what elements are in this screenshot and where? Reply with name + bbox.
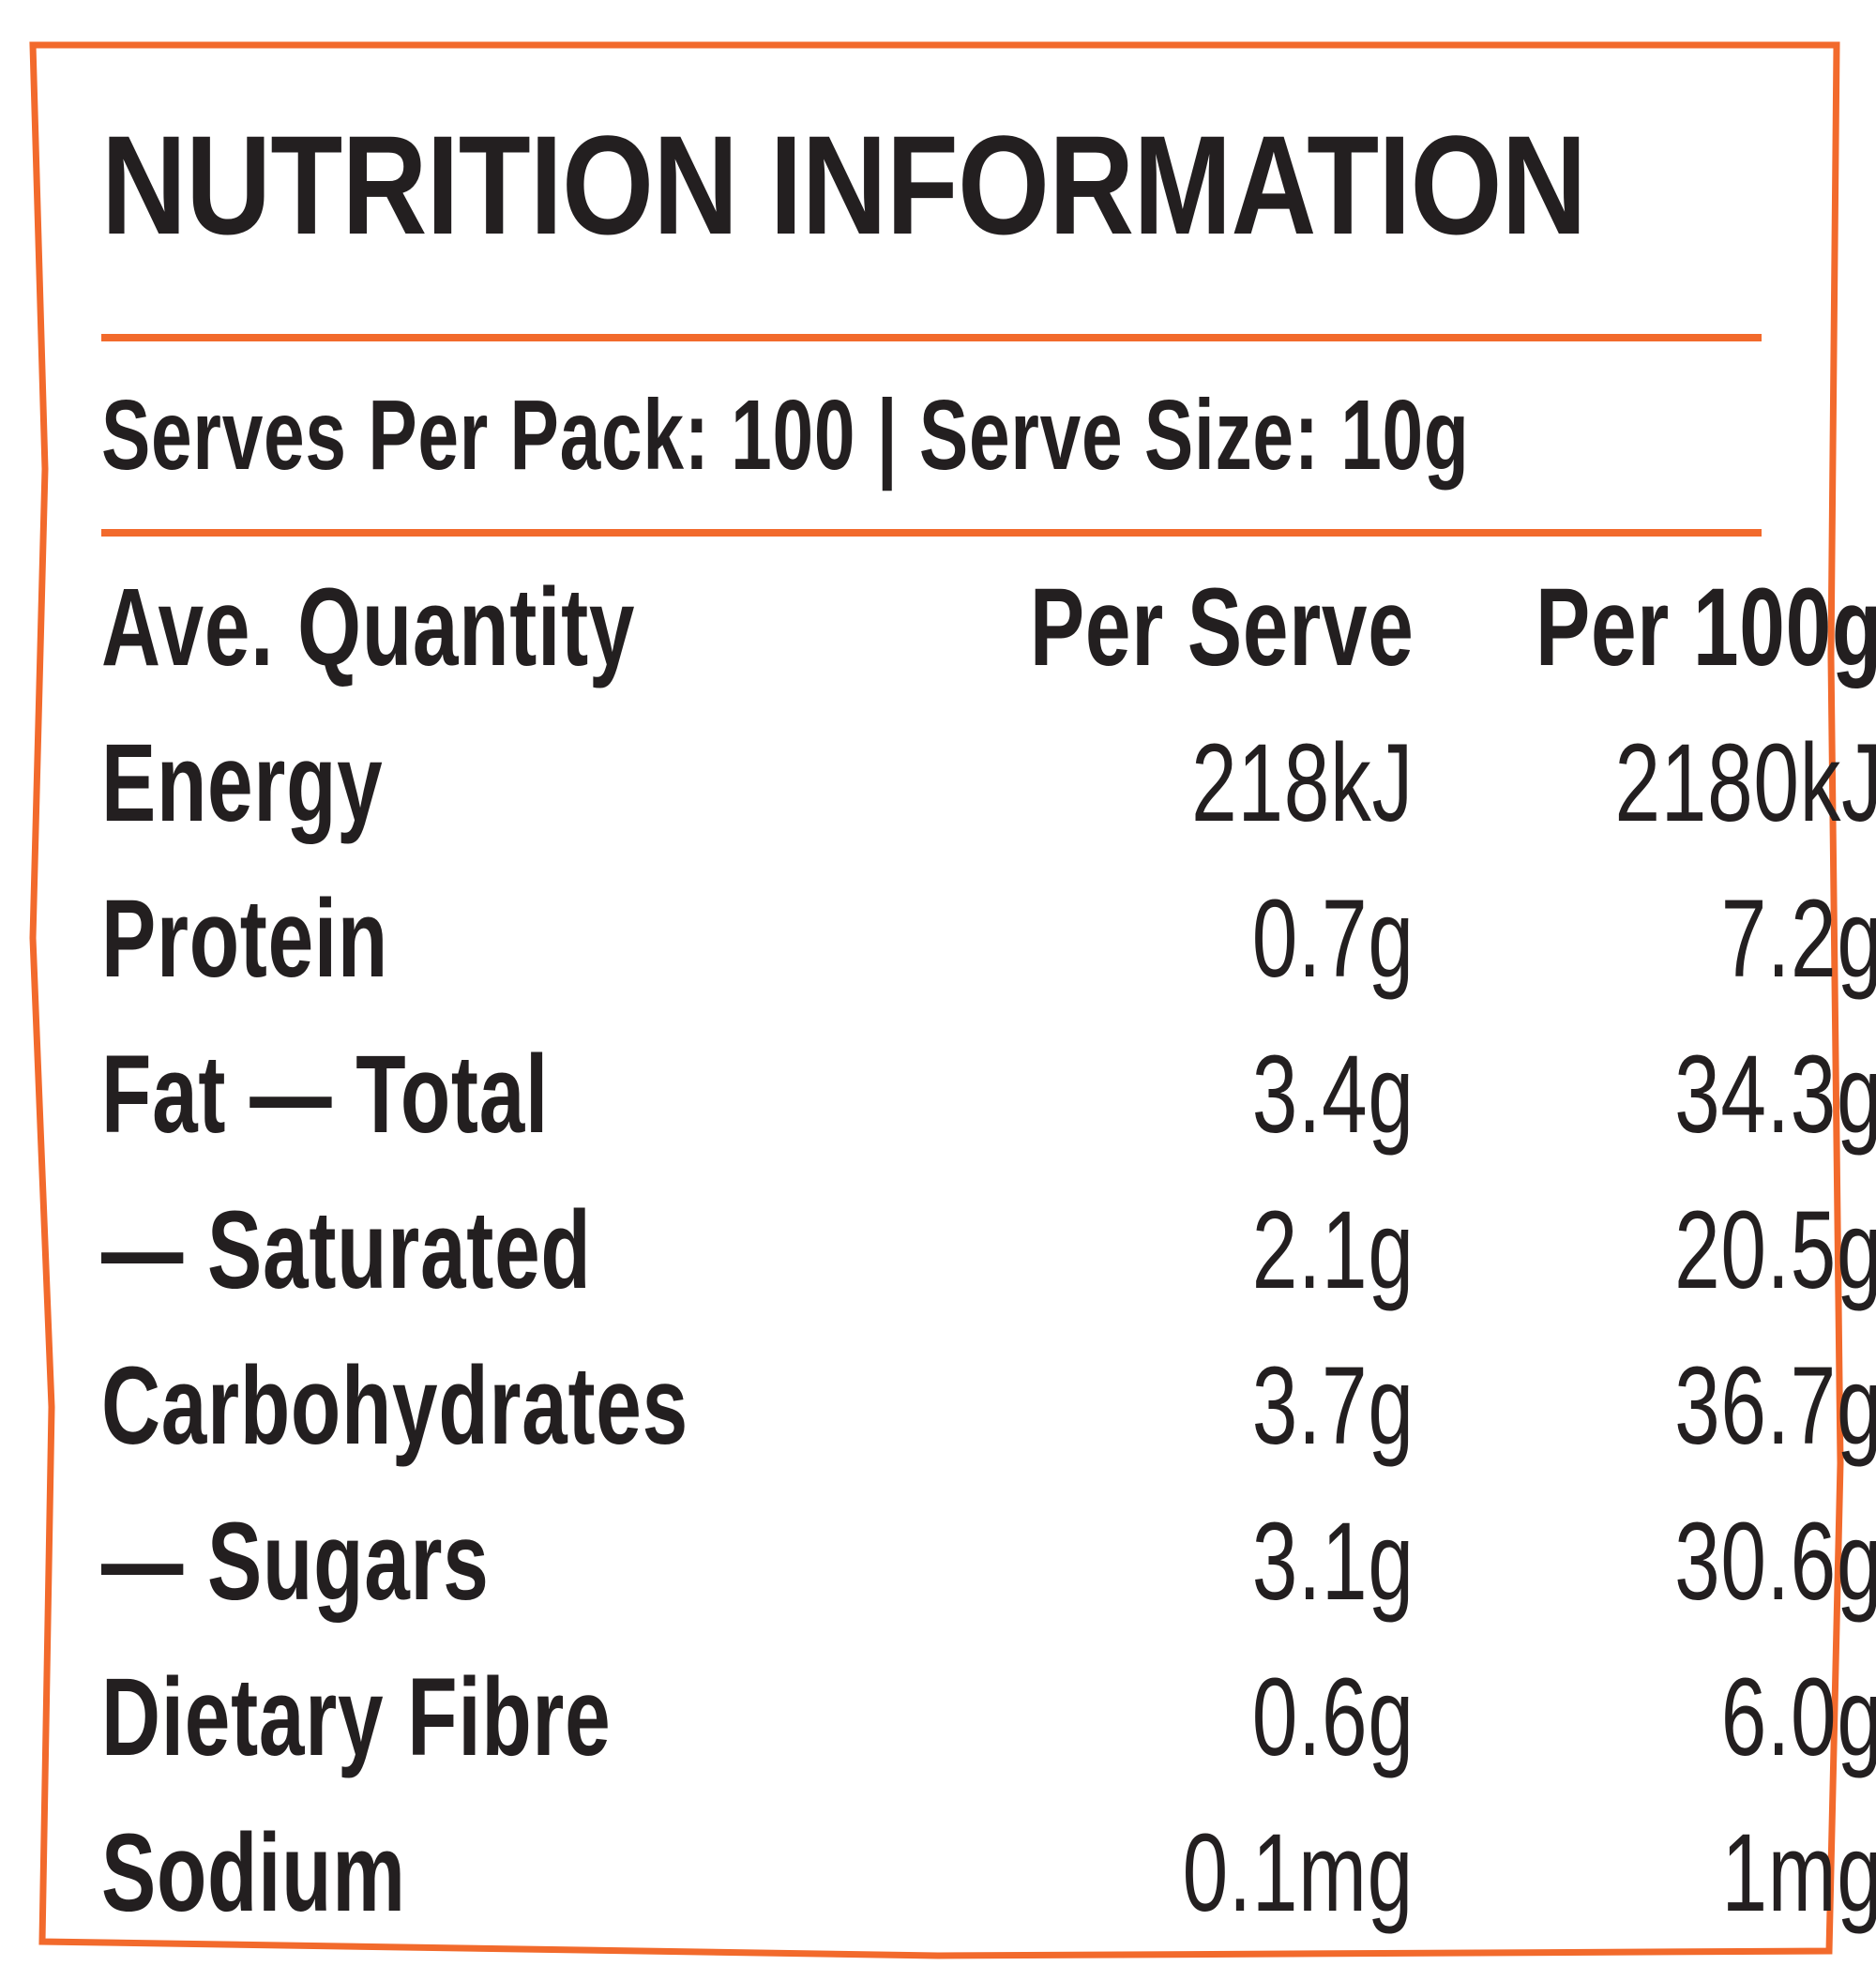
row-per-100g: 36.7g <box>1674 1344 1876 1468</box>
row-per-serve: 3.7g <box>1251 1344 1415 1468</box>
row-label: Dietary Fibre <box>101 1656 612 1779</box>
row-label: — Saturated <box>101 1188 592 1312</box>
table-row: Fat — Total 3.4g 34.3g <box>101 1017 1876 1172</box>
nutrition-table: Ave. Quantity Per Serve Per 100g Energy … <box>101 550 1876 1951</box>
nutrition-title: NUTRITION INFORMATION <box>101 106 1587 264</box>
row-per-100g: 6.0g <box>1720 1656 1876 1779</box>
table-row: Sodium 0.1mg 1mg <box>101 1795 1876 1951</box>
table-header-row: Ave. Quantity Per Serve Per 100g <box>101 550 1876 705</box>
serving-info-text: Serves Per Pack: 100 | Serve Size: 10g <box>101 379 1470 491</box>
row-label: Energy <box>101 721 384 845</box>
nutrition-panel: NUTRITION INFORMATION Serves Per Pack: 1… <box>101 94 1876 1951</box>
row-per-serve: 0.6g <box>1251 1656 1415 1779</box>
table-row: Carbohydrates 3.7g 36.7g <box>101 1328 1876 1484</box>
row-per-100g: 30.6g <box>1674 1500 1876 1624</box>
row-label: Sodium <box>101 1811 406 1935</box>
row-per-100g: 7.2g <box>1720 877 1876 1001</box>
row-per-serve: 3.1g <box>1251 1500 1415 1624</box>
row-label: — Sugars <box>101 1500 490 1624</box>
row-per-serve: 2.1g <box>1251 1188 1415 1312</box>
row-per-100g: 1mg <box>1721 1811 1876 1935</box>
header-quantity: Ave. Quantity <box>101 566 636 689</box>
divider-bottom <box>101 529 1762 537</box>
row-per-100g: 20.5g <box>1674 1188 1876 1312</box>
row-per-100g: 34.3g <box>1674 1033 1876 1157</box>
row-per-100g: 2180kJ <box>1614 721 1876 845</box>
divider-top <box>101 334 1762 341</box>
table-row: Dietary Fibre 0.6g 6.0g <box>101 1640 1876 1795</box>
header-per-100g: Per 100g <box>1536 566 1876 689</box>
row-label: Protein <box>101 877 388 1001</box>
row-per-serve: 0.7g <box>1251 877 1415 1001</box>
row-per-serve: 3.4g <box>1251 1033 1415 1157</box>
row-per-serve: 218kJ <box>1191 721 1415 845</box>
table-row: Energy 218kJ 2180kJ <box>101 705 1876 861</box>
serving-info: Serves Per Pack: 100 | Serve Size: 10g <box>101 341 1762 529</box>
row-label: Carbohydrates <box>101 1344 688 1468</box>
table-row: Protein 0.7g 7.2g <box>101 861 1876 1017</box>
header-per-serve: Per Serve <box>1029 566 1415 689</box>
table-row: — Sugars 3.1g 30.6g <box>101 1484 1876 1640</box>
row-per-serve: 0.1mg <box>1182 1811 1415 1935</box>
table-row: — Saturated 2.1g 20.5g <box>101 1172 1876 1328</box>
row-label: Fat — Total <box>101 1033 550 1157</box>
